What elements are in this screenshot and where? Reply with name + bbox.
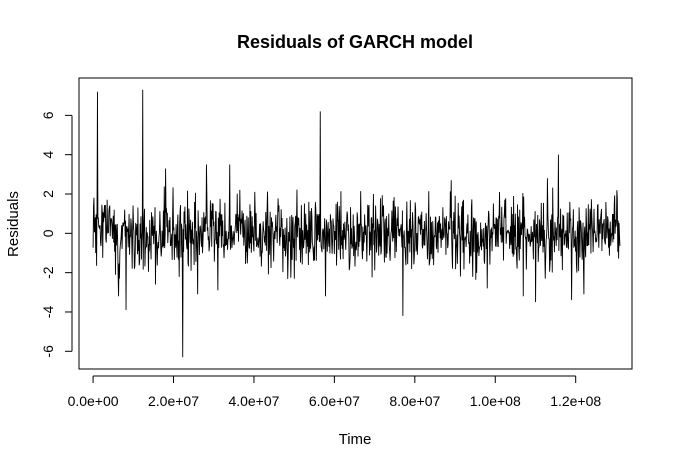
y-axis-label: Residuals <box>5 191 22 257</box>
y-tick-label: 0 <box>40 229 56 237</box>
plot-frame <box>78 77 633 370</box>
y-tick-label: 6 <box>40 111 56 119</box>
y-tick-label: 4 <box>40 151 56 159</box>
x-tick-label: 1.2e+08 <box>550 393 601 409</box>
x-tick-label: 4.0e+07 <box>228 393 279 409</box>
y-axis: -6 -4 -2 0 2 4 6 <box>40 111 73 358</box>
x-tick-label: 8.0e+07 <box>389 393 440 409</box>
chart-title: Residuals of GARCH model <box>237 32 473 52</box>
series-layer <box>92 89 621 358</box>
y-tick-label: -6 <box>40 345 56 358</box>
residuals-series-line <box>92 89 621 358</box>
x-axis: 0.0e+00 2.0e+07 4.0e+07 6.0e+07 8.0e+07 1.0e+… <box>68 375 601 409</box>
x-tick-label: 0.0e+00 <box>68 393 119 409</box>
x-tick-label: 6.0e+07 <box>309 393 360 409</box>
x-tick-label: 2.0e+07 <box>148 393 199 409</box>
y-tick-label: 2 <box>40 190 56 198</box>
x-tick-label: 1.0e+08 <box>470 393 521 409</box>
x-axis-label: Time <box>339 431 372 448</box>
y-tick-label: -2 <box>40 266 56 279</box>
y-tick-label: -4 <box>40 306 56 319</box>
